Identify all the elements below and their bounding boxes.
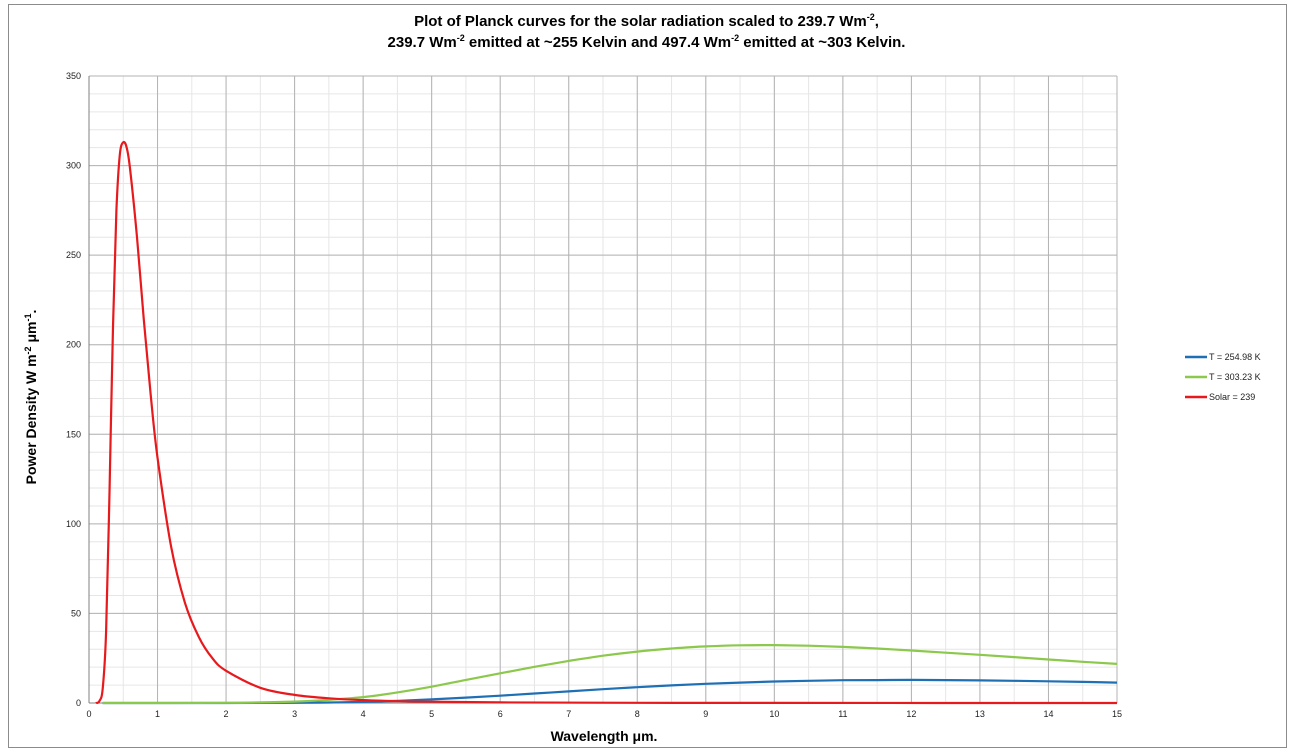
x-tick-label: 5 — [429, 709, 434, 719]
legend-label-solar-239: Solar = 239 — [1209, 392, 1255, 402]
y-tick-label: 250 — [66, 250, 81, 260]
chart-title-line-2: 239.7 Wm-2 emitted at ~255 Kelvin and 49… — [387, 33, 906, 51]
y-tick-label: 100 — [66, 519, 81, 529]
y-axis-title: Power Density W m-2 μm-1. — [23, 310, 39, 485]
x-tick-label: 10 — [769, 709, 779, 719]
x-tick-label: 11 — [838, 709, 847, 719]
series-lines — [95, 140, 1118, 705]
y-tick-label: 200 — [66, 340, 81, 350]
x-axis-title: Wavelength μm. — [551, 728, 658, 744]
x-tick-label: 2 — [224, 709, 229, 719]
x-tick-label: 9 — [703, 709, 708, 719]
y-tick-labels: 0 50 100 150 200 250 300 350 — [66, 71, 81, 708]
series-line-t-303-23-k — [102, 644, 1118, 705]
y-tick-label: 150 — [66, 429, 81, 439]
legend: T = 254.98 K T = 303.23 K Solar = 239 — [1185, 352, 1261, 402]
chart-title-line-1: Plot of Planck curves for the solar radi… — [414, 12, 879, 30]
x-tick-label: 7 — [566, 709, 571, 719]
x-tick-labels: 0 1 2 3 4 5 6 7 8 9 10 11 12 13 14 15 — [86, 709, 1122, 719]
series-line-t-254-98-k — [102, 678, 1118, 705]
x-tick-label: 3 — [292, 709, 297, 719]
x-tick-label: 14 — [1043, 709, 1053, 719]
legend-label-t-254-98-k: T = 254.98 K — [1209, 352, 1261, 362]
legend-label-t-303-23-k: T = 303.23 K — [1209, 372, 1261, 382]
y-tick-label: 50 — [71, 608, 81, 618]
x-tick-label: 0 — [86, 709, 91, 719]
y-tick-label: 0 — [76, 698, 81, 708]
x-tick-label: 12 — [906, 709, 916, 719]
x-tick-label: 6 — [498, 709, 503, 719]
y-tick-label: 350 — [66, 71, 81, 81]
x-tick-label: 13 — [975, 709, 985, 719]
series-line-solar-239 — [95, 140, 1118, 705]
x-tick-label: 4 — [361, 709, 366, 719]
major-gridlines — [88, 75, 1118, 704]
y-tick-label: 300 — [66, 161, 81, 171]
chart-frame — [8, 4, 1287, 748]
x-tick-label: 1 — [155, 709, 160, 719]
x-tick-label: 15 — [1112, 709, 1122, 719]
minor-gridlines — [88, 75, 1118, 704]
x-tick-label: 8 — [635, 709, 640, 719]
